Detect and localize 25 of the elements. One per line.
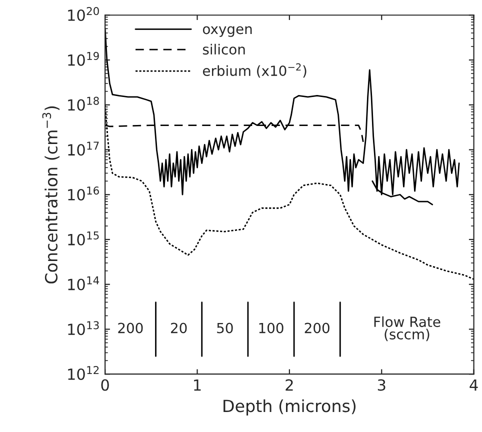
x-tick-label: 3 (378, 379, 386, 391)
x-tick-label: 1 (194, 379, 201, 391)
y-tick-label: 10$^{14}$ (68, 276, 100, 290)
annotation: 20 (171, 322, 187, 334)
x-tick-label: 2 (286, 379, 293, 391)
legend-label: silicon (202, 44, 245, 55)
annotation: Flow Rate (sccm) (374, 316, 440, 342)
annotation: 50 (217, 322, 233, 334)
x-tick-label: 0 (101, 379, 109, 391)
y-tick-label: 10$^{15}$ (68, 232, 99, 246)
annotation: 200 (118, 322, 143, 334)
y-axis-title: Concentration (cm$^{−3}$) (42, 106, 60, 284)
y-tick-label: 10$^{17}$ (68, 142, 99, 156)
x-tick-label: 4 (470, 379, 478, 391)
legend-label: erbium (x10$^{−2}$) (202, 63, 306, 78)
legend-label: oxygen (202, 26, 252, 37)
annotation: 200 (304, 322, 330, 334)
y-tick-label: 10$^{19}$ (68, 52, 99, 66)
y-tick-label: 10$^{18}$ (68, 96, 99, 111)
y-tick-label: 10$^{20}$ (68, 7, 99, 22)
y-tick-label: 10$^{16}$ (68, 186, 99, 201)
annotation: 100 (259, 322, 284, 334)
x-axis-title: Depth (microns) (224, 399, 356, 416)
y-tick-label: 10$^{13}$ (68, 321, 99, 336)
y-tick-label: 10$^{12}$ (68, 366, 99, 380)
